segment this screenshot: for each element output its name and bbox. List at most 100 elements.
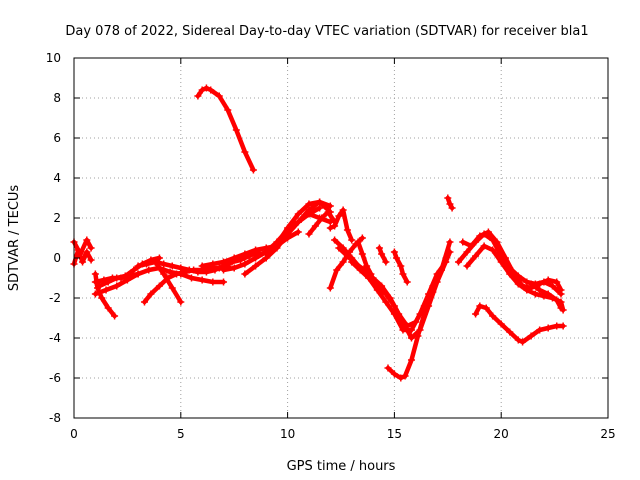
data-point [326, 224, 334, 232]
data-point [527, 280, 535, 288]
data-point [480, 242, 488, 250]
data-point [333, 266, 341, 274]
data-series [70, 84, 567, 382]
data-point [437, 266, 445, 274]
data-point [111, 312, 119, 320]
data-point [557, 304, 565, 312]
data-point [476, 302, 484, 310]
data-point [358, 234, 366, 242]
data-point [143, 260, 151, 268]
data-point [446, 200, 454, 208]
data-point [397, 374, 405, 382]
data-point [126, 272, 134, 280]
data-point [414, 332, 422, 340]
data-point [207, 86, 215, 94]
data-point [412, 318, 420, 326]
data-point [335, 244, 343, 252]
data-point [145, 266, 153, 274]
data-point [454, 258, 462, 266]
x-tick-label: 25 [600, 427, 615, 441]
series-s30 [473, 303, 566, 345]
data-point [230, 264, 238, 272]
data-point [403, 278, 411, 286]
data-point [102, 286, 110, 294]
data-point [519, 338, 527, 346]
data-point [459, 238, 467, 246]
data-point [130, 266, 138, 274]
data-point [211, 266, 219, 274]
data-point [294, 218, 302, 226]
data-point [177, 264, 185, 272]
data-point [448, 204, 456, 212]
x-tick-label: 10 [280, 427, 295, 441]
data-point [134, 270, 142, 278]
data-point [117, 274, 125, 282]
data-point [553, 296, 561, 304]
y-tick-label: 2 [53, 211, 61, 225]
data-point [335, 212, 343, 220]
y-tick-label: -6 [49, 371, 61, 385]
data-point [241, 148, 249, 156]
y-tick-label: -4 [49, 331, 61, 345]
data-point [553, 278, 561, 286]
data-point [305, 200, 313, 208]
data-point [331, 222, 339, 230]
data-point [194, 92, 202, 100]
series-s10 [195, 85, 256, 173]
data-point [493, 238, 501, 246]
data-point [87, 256, 95, 264]
x-tick-label: 20 [494, 427, 509, 441]
data-point [472, 310, 480, 318]
x-tick-label: 15 [387, 427, 402, 441]
series-s19 [332, 237, 448, 333]
data-point [348, 258, 356, 266]
data-point [356, 266, 364, 274]
data-point [399, 318, 407, 326]
data-point [79, 258, 87, 266]
data-point [220, 258, 228, 266]
data-point [100, 276, 108, 284]
data-point [311, 222, 319, 230]
data-point [187, 274, 195, 282]
data-point [241, 270, 249, 278]
data-point [202, 84, 210, 92]
data-point [354, 238, 362, 246]
data-point [375, 244, 383, 252]
data-point [326, 202, 334, 210]
data-point [294, 210, 302, 218]
y-tick-label: 6 [53, 131, 61, 145]
data-point [401, 372, 409, 380]
data-point [91, 290, 99, 298]
data-point [324, 208, 332, 216]
data-point [96, 282, 104, 290]
data-point [482, 304, 490, 312]
y-tick-label: 0 [53, 251, 61, 265]
data-point [331, 236, 339, 244]
data-point [393, 254, 401, 262]
y-tick-label: -8 [49, 411, 61, 425]
data-point [91, 278, 99, 286]
data-point [155, 254, 163, 262]
data-point [252, 252, 260, 260]
data-point [384, 364, 392, 372]
data-point [536, 326, 544, 334]
data-point [241, 260, 249, 268]
data-point [140, 298, 148, 306]
data-point [168, 284, 176, 292]
data-point [514, 336, 522, 344]
data-point [397, 262, 405, 270]
data-point [224, 106, 232, 114]
data-point [463, 262, 471, 270]
grid-lines [74, 58, 608, 418]
data-point [420, 310, 428, 318]
data-point [198, 86, 206, 94]
data-point [536, 286, 544, 294]
data-point [294, 228, 302, 236]
data-point [147, 290, 155, 298]
data-point [489, 312, 497, 320]
data-point [407, 356, 415, 364]
plot-frame [73, 57, 609, 419]
data-point [444, 194, 452, 202]
data-point [202, 268, 210, 276]
